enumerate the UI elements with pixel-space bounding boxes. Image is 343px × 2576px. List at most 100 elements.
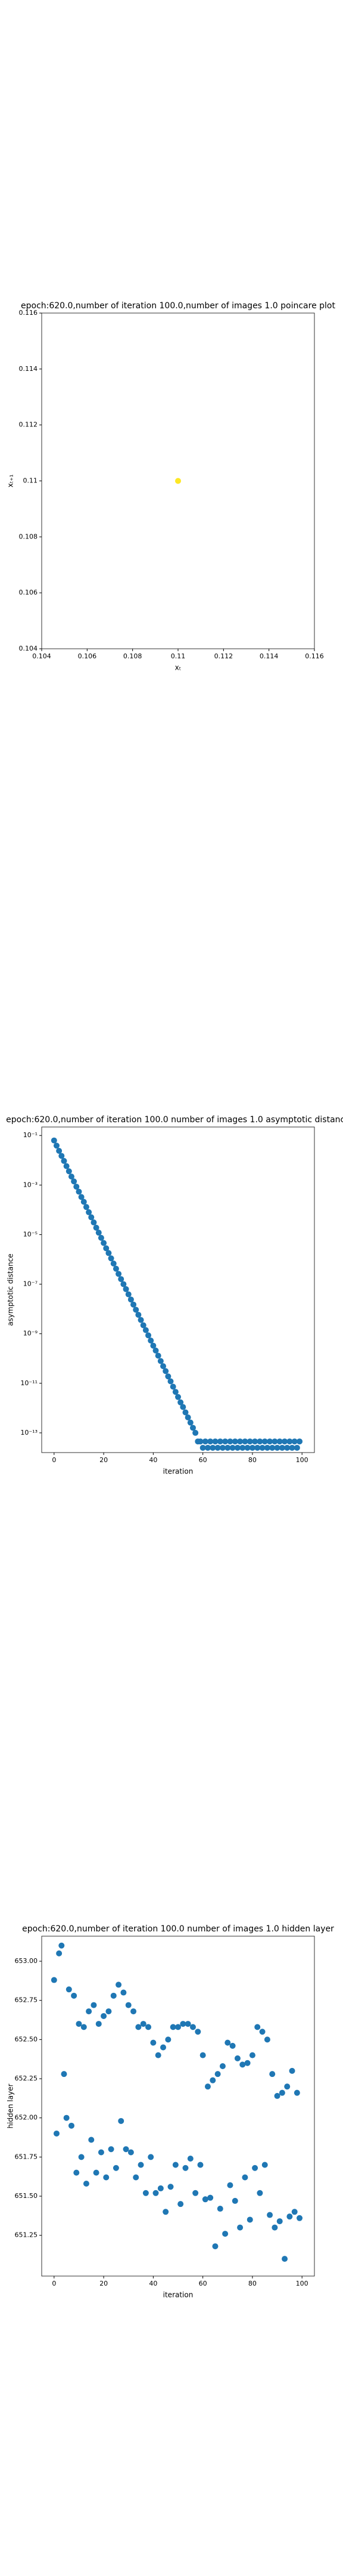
y-tick-label: 10⁻³	[23, 1181, 38, 1188]
point	[199, 2052, 206, 2058]
y-tick-label: 10⁻¹³	[20, 1429, 38, 1436]
y-axis-label: hidden layer	[7, 2083, 15, 2128]
point	[195, 2029, 201, 2035]
point	[254, 1444, 261, 1451]
point	[282, 2256, 288, 2262]
point	[175, 1394, 181, 1400]
point	[269, 2071, 276, 2077]
point	[232, 1438, 238, 1445]
point	[58, 1153, 65, 1159]
x-tick-label: 100	[296, 2280, 308, 2287]
point	[152, 2190, 159, 2196]
point	[98, 1234, 104, 1241]
point	[123, 1286, 129, 1292]
point	[244, 1444, 251, 1451]
point	[257, 2190, 263, 2196]
point	[289, 2067, 295, 2074]
point	[249, 1444, 255, 1451]
point	[120, 1989, 127, 1996]
point	[259, 2029, 266, 2035]
point	[150, 2039, 157, 2046]
point	[56, 1950, 63, 1956]
point	[68, 1174, 74, 1180]
point	[140, 1322, 146, 1329]
point	[261, 2162, 268, 2168]
point	[202, 2196, 208, 2203]
y-tick-label: 0.108	[19, 532, 38, 540]
point	[63, 2114, 70, 2121]
point	[80, 2024, 87, 2030]
x-tick-label: 0	[52, 1456, 56, 1464]
point	[232, 2197, 238, 2204]
point	[125, 2002, 132, 2008]
point	[247, 1438, 253, 1445]
x-tick-label: 0.104	[32, 652, 51, 660]
point	[227, 2182, 233, 2188]
point	[247, 2216, 253, 2223]
point	[116, 1981, 122, 1988]
point	[267, 1438, 273, 1445]
point	[274, 1444, 280, 1451]
point	[177, 2201, 184, 2207]
point	[155, 1352, 161, 1359]
point	[242, 1438, 248, 1445]
x-tick-label: 20	[99, 1456, 108, 1464]
point	[51, 1977, 57, 1983]
point	[252, 2165, 258, 2171]
point	[118, 2117, 124, 2124]
point	[291, 1438, 298, 1445]
point	[163, 1368, 169, 1374]
point	[61, 1157, 67, 1164]
point	[234, 2055, 241, 2061]
point	[170, 2024, 176, 2030]
point	[217, 1438, 223, 1445]
y-axis-label: asymptotic distance	[7, 1253, 15, 1326]
point	[73, 2169, 80, 2176]
point	[58, 1942, 65, 1949]
point	[135, 1311, 142, 1318]
point	[175, 2024, 181, 2030]
y-tick-label: 652.25	[15, 2075, 38, 2082]
x-tick-label: 80	[248, 2280, 257, 2287]
point	[252, 1438, 258, 1445]
point	[110, 1260, 117, 1267]
point	[172, 1389, 179, 1395]
y-tick-label: 652.75	[15, 1996, 38, 2004]
point	[53, 1143, 60, 1149]
point	[167, 1378, 174, 1385]
point	[127, 1296, 134, 1303]
point	[103, 2174, 110, 2181]
point	[286, 2213, 293, 2220]
point	[155, 2052, 161, 2058]
point	[219, 1444, 226, 1451]
x-tick-label: 60	[199, 1456, 207, 1464]
point	[138, 2162, 144, 2168]
point	[51, 1137, 57, 1144]
x-tick-label: 40	[149, 2280, 157, 2287]
point	[180, 1404, 186, 1410]
point	[187, 1419, 194, 1426]
point	[88, 2137, 95, 2143]
point	[202, 1438, 208, 1445]
point	[83, 2181, 89, 2187]
point	[284, 2083, 291, 2090]
point	[160, 1363, 167, 1370]
point	[127, 2149, 134, 2156]
point	[175, 478, 181, 484]
point	[95, 1230, 102, 1236]
y-tick-label: 651.50	[15, 2192, 38, 2200]
point	[80, 1199, 87, 1205]
point	[113, 1265, 119, 1272]
point	[264, 1444, 270, 1451]
point	[157, 2185, 164, 2191]
y-tick-label: 0.11	[23, 477, 38, 485]
point	[53, 2130, 60, 2137]
point	[133, 2174, 139, 2181]
x-tick-label: 80	[248, 1456, 257, 1464]
x-tick-label: 0.114	[260, 652, 279, 660]
point	[103, 1245, 110, 1252]
y-tick-label: 653.00	[15, 1957, 38, 1965]
y-tick-label: 0.116	[19, 309, 38, 317]
point	[239, 1444, 246, 1451]
point	[289, 1444, 295, 1451]
